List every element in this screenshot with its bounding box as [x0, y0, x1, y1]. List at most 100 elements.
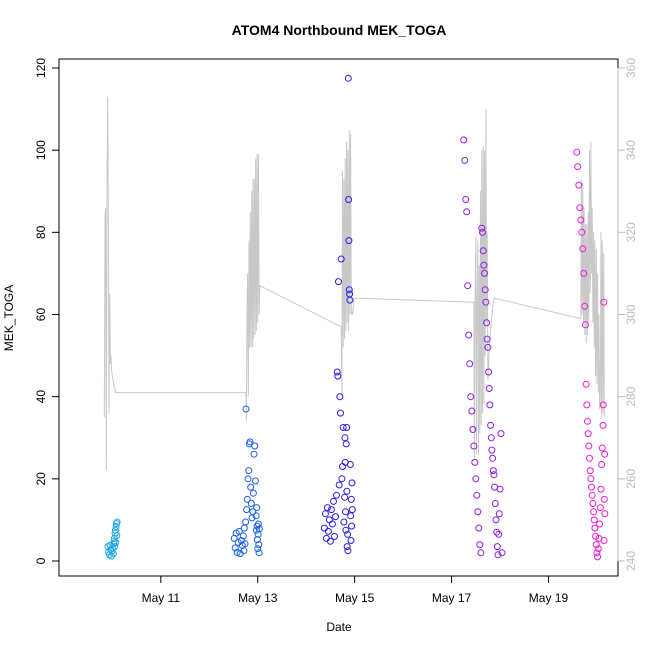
data-point	[598, 444, 606, 452]
data-point	[586, 454, 593, 462]
data-point	[249, 489, 257, 497]
data-point	[254, 520, 262, 528]
data-point	[582, 321, 589, 329]
data-point	[574, 163, 582, 171]
data-point	[582, 380, 590, 388]
data-point	[481, 286, 489, 294]
data-point	[584, 430, 592, 438]
data-point	[594, 545, 602, 553]
data-point	[348, 506, 356, 514]
data-point	[239, 532, 247, 540]
data-point	[250, 450, 258, 458]
data-point	[470, 442, 478, 450]
data-point	[598, 461, 606, 468]
data-point	[491, 500, 499, 507]
y-tick-label: 100	[34, 140, 48, 160]
data-point	[344, 74, 352, 82]
data-point	[588, 483, 595, 491]
data-point	[573, 148, 581, 156]
data-point	[599, 421, 607, 429]
data-point	[591, 524, 599, 532]
data-point	[344, 547, 352, 555]
data-point	[580, 269, 588, 277]
y-tick-label: 40	[34, 390, 48, 404]
y2-tick-label: 360	[624, 58, 638, 78]
y2-tick-label: 340	[624, 140, 638, 160]
data-point	[600, 495, 608, 503]
data-point	[347, 537, 355, 544]
data-point	[345, 286, 353, 294]
data-point	[496, 485, 504, 493]
data-point	[243, 506, 251, 514]
data-point	[112, 523, 120, 530]
data-point	[487, 434, 495, 442]
data-point	[242, 405, 250, 413]
data-point	[240, 547, 248, 555]
y-axis-left: 0 20 40 60 80 100 120	[34, 58, 60, 564]
data-point	[576, 204, 584, 212]
data-point	[472, 475, 480, 483]
data-point	[483, 319, 491, 327]
y-tick-label: 120	[34, 58, 48, 78]
data-point	[347, 512, 355, 520]
data-point	[594, 553, 602, 561]
data-point	[328, 520, 336, 528]
data-point	[348, 522, 356, 530]
data-point	[247, 500, 255, 507]
data-point	[252, 512, 260, 520]
data-point	[480, 261, 488, 269]
data-point	[592, 541, 600, 549]
data-point	[489, 467, 497, 475]
data-point	[484, 343, 492, 351]
data-point	[479, 228, 486, 236]
data-point	[490, 471, 498, 479]
data-point	[109, 550, 117, 558]
data-point	[585, 442, 593, 450]
data-point	[581, 302, 589, 310]
data-point	[466, 360, 474, 368]
data-point	[251, 477, 259, 485]
data-point	[463, 208, 471, 216]
data-point	[596, 520, 604, 528]
data-point	[586, 467, 594, 475]
data-point	[461, 156, 469, 164]
data-point	[345, 196, 353, 203]
data-point	[601, 450, 609, 458]
data-point	[601, 510, 609, 518]
data-point	[343, 543, 351, 551]
data-point	[245, 467, 253, 475]
y2-tick-label: 280	[624, 386, 638, 406]
data-point	[255, 541, 263, 549]
data-point	[113, 518, 121, 526]
x-axis-label: Date	[326, 620, 352, 634]
data-point	[590, 516, 598, 524]
data-point	[485, 385, 493, 392]
data-point	[478, 224, 486, 232]
data-point	[597, 485, 605, 493]
data-point	[326, 537, 334, 545]
data-point	[324, 527, 332, 535]
data-point	[327, 506, 335, 514]
points-layer	[104, 74, 609, 561]
data-point	[333, 491, 340, 499]
series-may19	[573, 148, 609, 561]
data-point	[489, 454, 497, 462]
series-may14	[320, 74, 356, 555]
data-point	[332, 513, 339, 521]
data-point	[235, 527, 243, 535]
data-point	[342, 526, 350, 534]
data-point	[255, 549, 263, 557]
data-point	[486, 401, 494, 409]
data-point	[495, 510, 503, 518]
chart-title: ATOM4 Northbound MEK_TOGA	[232, 22, 447, 38]
data-point	[335, 278, 342, 286]
data-point	[599, 401, 607, 409]
data-point	[494, 551, 502, 559]
series-may17	[460, 136, 506, 559]
x-tick-label: May 13	[238, 591, 278, 605]
y-tick-label: 20	[34, 472, 48, 486]
y-tick-label: 0	[34, 557, 48, 564]
data-point	[590, 508, 598, 516]
data-point	[333, 368, 341, 376]
